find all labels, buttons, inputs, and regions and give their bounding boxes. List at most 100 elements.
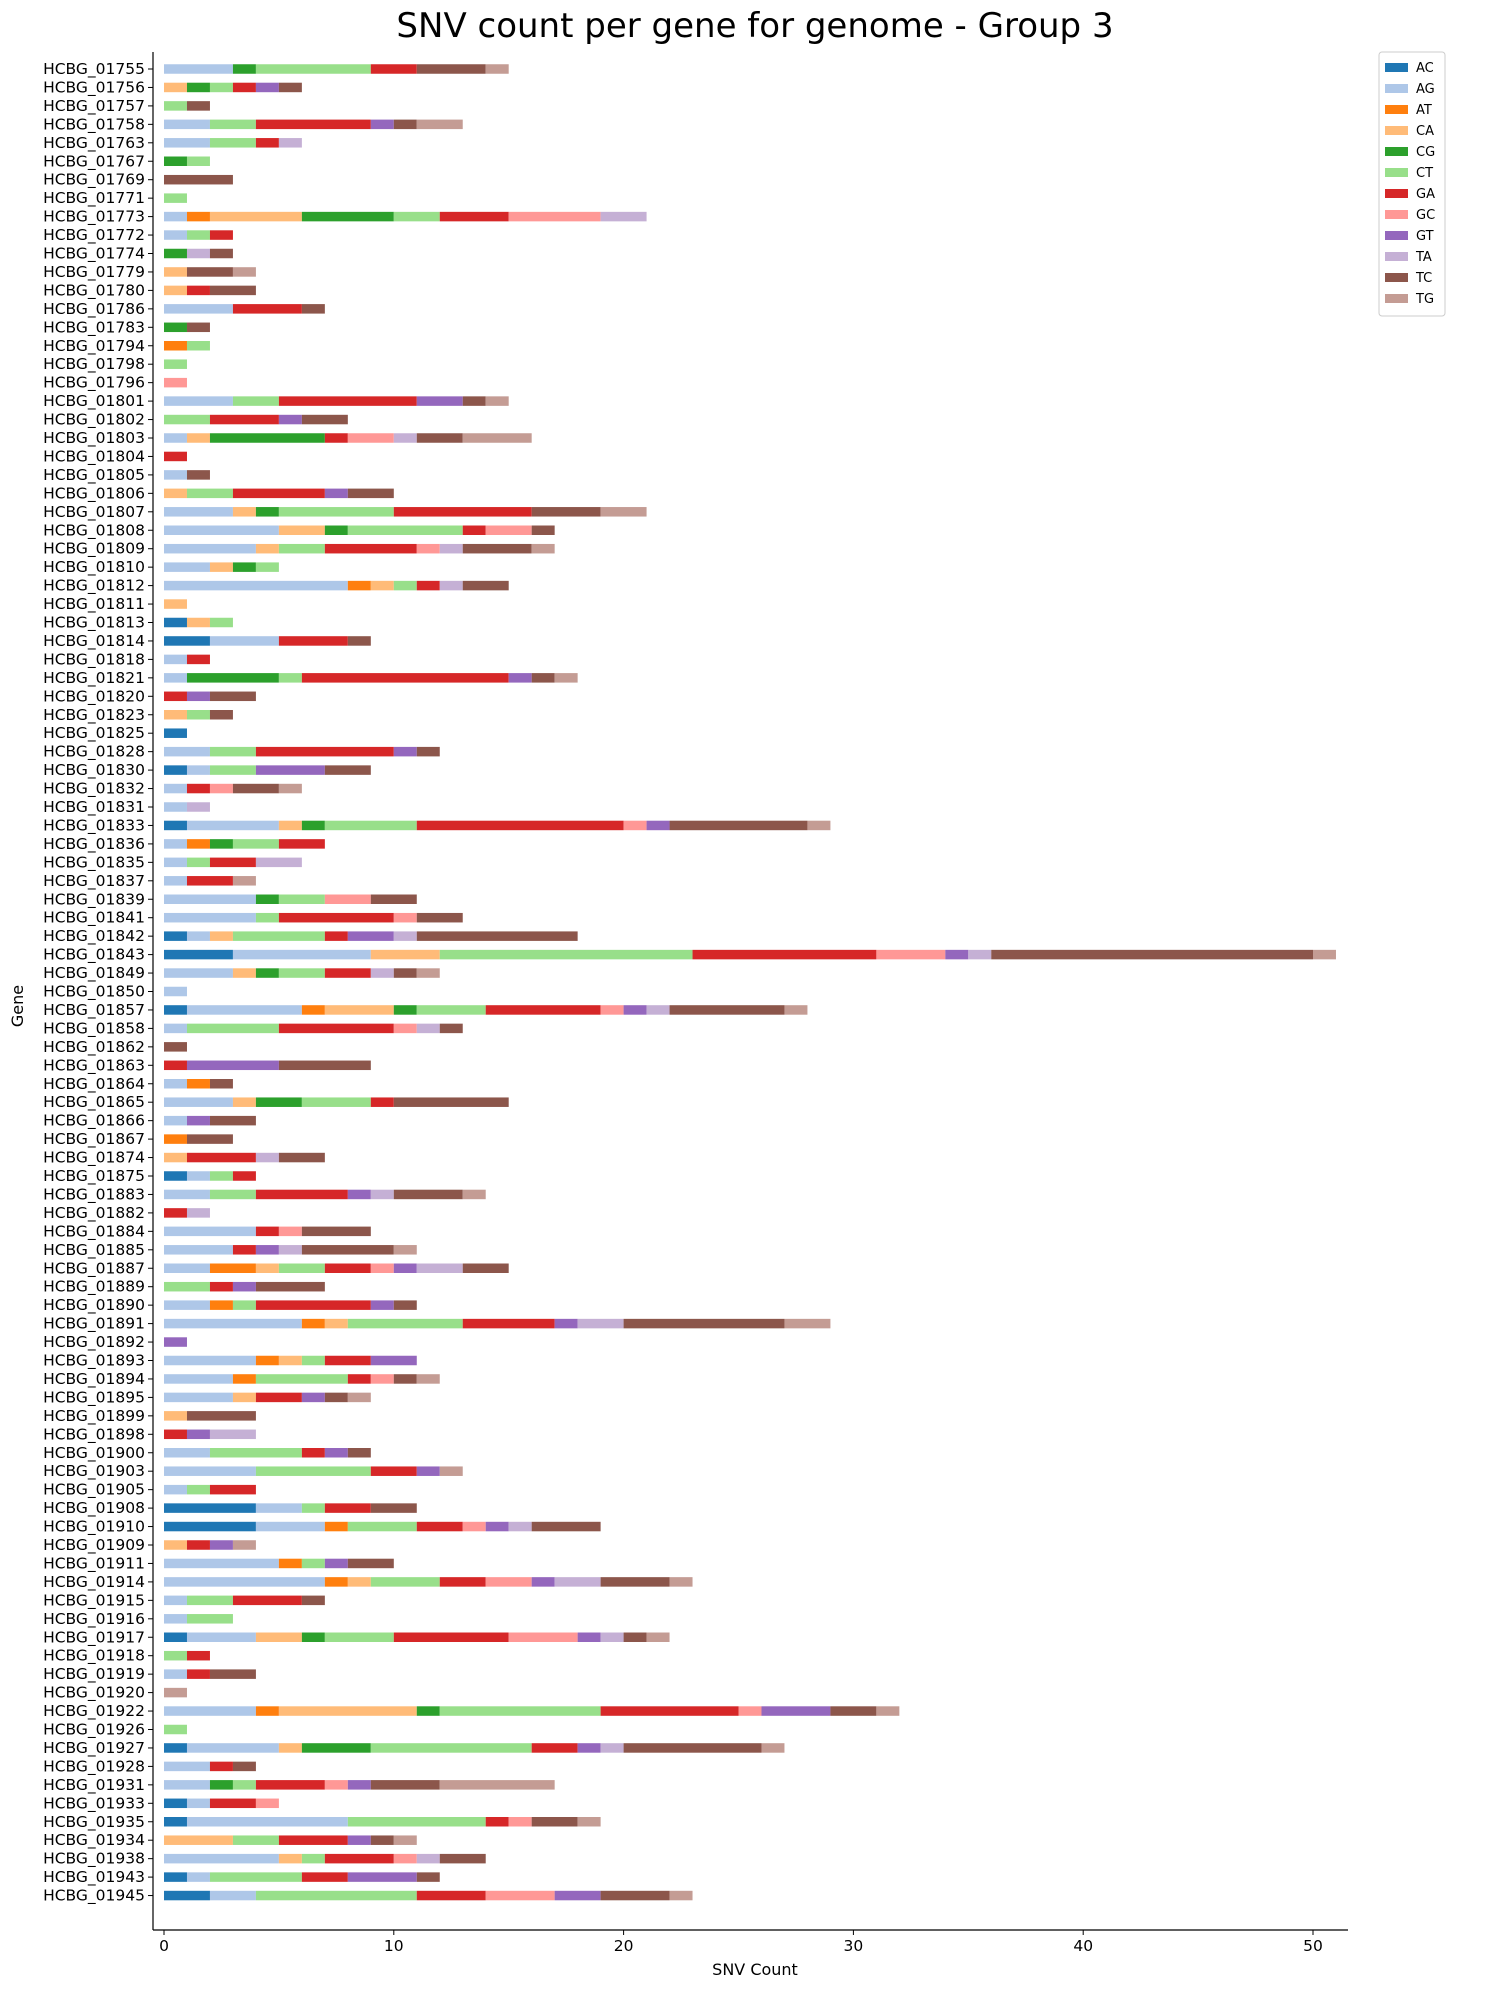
bar-segment-GC-HCBG_01773 xyxy=(508,211,601,222)
bar-segment-CT-HCBG_01931 xyxy=(232,1780,256,1790)
bar-segment-TC-HCBG_01889 xyxy=(255,1281,325,1292)
bar-segment-TC-HCBG_01774 xyxy=(209,248,233,259)
y-tick-label: HCBG_01898 xyxy=(43,1425,145,1444)
legend: AC AG AT CA CG CT GA GC GT TA TC TG xyxy=(1378,51,1446,317)
bar-segment-GA-HCBG_01908 xyxy=(324,1503,371,1513)
bar-segment-CA-HCBG_01803 xyxy=(186,433,210,443)
bar-segment-TA-HCBG_01842 xyxy=(393,931,417,941)
y-tick-label: HCBG_01767 xyxy=(43,152,145,171)
bar-segment-TC-HCBG_01935 xyxy=(531,1817,578,1827)
bar-segment-CT-HCBG_01835 xyxy=(186,857,210,868)
bar-segment-AT-HCBG_01914 xyxy=(324,1577,348,1587)
bar-segment-CT-HCBG_01922 xyxy=(439,1706,601,1716)
bar-segment-TC-HCBG_01866 xyxy=(209,1115,256,1126)
bar-segment-CT-HCBG_01801 xyxy=(232,396,279,406)
bar-segment-GT-HCBG_01883 xyxy=(347,1189,371,1200)
y-tick-label: HCBG_01863 xyxy=(43,1056,145,1075)
bar-segment-CA-HCBG_01842 xyxy=(209,931,233,941)
bar-segment-GA-HCBG_01934 xyxy=(278,1835,348,1845)
bar-segment-GA-HCBG_01756 xyxy=(232,82,256,93)
bar-segment-TC-HCBG_01862 xyxy=(164,1042,187,1052)
bar-segment-GC-HCBG_01922 xyxy=(738,1706,762,1716)
bar-segment-GT-HCBG_01934 xyxy=(347,1835,371,1845)
bar-segment-AC-HCBG_01825 xyxy=(164,728,187,738)
bar-segment-AC-HCBG_01842 xyxy=(164,931,187,941)
bar-segment-TC-HCBG_01812 xyxy=(462,580,509,591)
bar-segment-TA-HCBG_01849 xyxy=(370,968,394,978)
bar-segment-TC-HCBG_01809 xyxy=(462,543,532,554)
bar-segment-CT-HCBG_01843 xyxy=(439,949,693,960)
bar-segment-CT-HCBG_01802 xyxy=(164,414,210,425)
bar-segment-AG-HCBG_01922 xyxy=(164,1706,256,1716)
bar-segment-CA-HCBG_01843 xyxy=(370,949,440,960)
bar-segment-AG-HCBG_01915 xyxy=(164,1595,187,1606)
legend-label-TC: TC xyxy=(1415,271,1432,286)
y-tick-label: HCBG_01885 xyxy=(43,1241,145,1260)
bar-segment-AG-HCBG_01839 xyxy=(164,894,256,904)
legend-label-AT: AT xyxy=(1416,103,1432,118)
bar-segment-TC-HCBG_01755 xyxy=(416,64,486,74)
bar-segment-AG-HCBG_01887 xyxy=(164,1263,210,1273)
bar-segment-AG-HCBG_01857 xyxy=(186,1005,302,1015)
bar-segment-AT-HCBG_01864 xyxy=(186,1079,210,1089)
y-tick-label: HCBG_01801 xyxy=(43,392,145,411)
bar-segment-TC-HCBG_01865 xyxy=(393,1097,509,1107)
bar-segment-AC-HCBG_01917 xyxy=(164,1632,187,1642)
chart-title: SNV count per gene for genome - Group 3 xyxy=(396,6,1113,46)
bar-segment-AG-HCBG_01821 xyxy=(164,673,187,683)
bar-segment-AG-HCBG_01828 xyxy=(164,746,210,757)
bar-segment-TA-HCBG_01803 xyxy=(393,433,417,443)
bar-segment-CT-HCBG_01794 xyxy=(186,341,210,351)
bar-segment-GA-HCBG_01875 xyxy=(232,1171,256,1181)
bar-segment-TA-HCBG_01938 xyxy=(416,1853,440,1864)
y-tick-label: HCBG_01835 xyxy=(43,853,145,872)
y-tick-label: HCBG_01814 xyxy=(43,632,145,651)
bar-segment-GA-HCBG_01894 xyxy=(347,1374,371,1384)
bar-segment-CT-HCBG_01914 xyxy=(370,1577,440,1587)
legend-swatch-TC xyxy=(1385,273,1408,282)
bar-segment-TA-HCBG_01812 xyxy=(439,580,463,591)
bar-segment-GA-HCBG_01885 xyxy=(232,1245,256,1255)
bar-segment-CT-HCBG_01758 xyxy=(209,119,256,130)
bar-segment-TA-HCBG_01874 xyxy=(255,1152,279,1163)
y-tick-label: HCBG_01836 xyxy=(43,835,145,854)
bar-segment-AG-HCBG_01835 xyxy=(164,857,187,868)
bar-segment-CA-HCBG_01922 xyxy=(278,1706,417,1716)
bar-segment-CT-HCBG_01809 xyxy=(278,543,325,554)
bar-segment-GA-HCBG_01927 xyxy=(531,1743,578,1753)
y-tick-label: HCBG_01909 xyxy=(43,1536,145,1555)
bar-segment-TA-HCBG_01883 xyxy=(370,1189,394,1200)
bar-segment-GA-HCBG_01832 xyxy=(186,783,210,794)
bar-segment-TC-HCBG_01867 xyxy=(186,1134,233,1144)
bar-segment-CA-HCBG_01813 xyxy=(186,617,210,628)
bar-segment-CT-HCBG_01905 xyxy=(186,1484,210,1495)
bar-segment-TG-HCBG_01857 xyxy=(784,1005,808,1015)
bar-segment-CT-HCBG_01911 xyxy=(301,1558,325,1569)
y-axis: HCBG_01755HCBG_01756HCBG_01757HCBG_01758… xyxy=(43,52,154,1930)
y-tick-label: HCBG_01862 xyxy=(43,1038,145,1057)
bar-segment-AG-HCBG_01905 xyxy=(164,1484,187,1495)
bar-segment-CT-HCBG_01915 xyxy=(186,1595,233,1606)
bar-segment-TC-HCBG_01938 xyxy=(439,1853,486,1864)
bar-segment-TC-HCBG_01858 xyxy=(439,1023,463,1034)
bar-segment-GA-HCBG_01801 xyxy=(278,396,417,406)
bar-segment-AC-HCBG_01935 xyxy=(164,1817,187,1827)
bar-segment-TA-HCBG_01898 xyxy=(209,1429,256,1440)
y-tick-label: HCBG_01922 xyxy=(43,1702,145,1721)
bar-segment-GA-HCBG_01835 xyxy=(209,857,256,868)
bar-segment-CT-HCBG_01891 xyxy=(347,1318,463,1329)
legend-swatch-CG xyxy=(1385,147,1408,156)
bar-segment-GA-HCBG_01931 xyxy=(255,1780,325,1790)
bar-segment-GA-HCBG_01842 xyxy=(324,931,348,941)
y-tick-label: HCBG_01843 xyxy=(43,946,145,965)
bar-segment-AG-HCBG_01807 xyxy=(164,507,233,517)
bar-segment-AT-HCBG_01910 xyxy=(324,1521,348,1532)
bar-segment-CT-HCBG_01757 xyxy=(164,101,187,111)
bar-segment-CG-HCBG_01839 xyxy=(255,894,279,904)
legend-label-AG: AG xyxy=(1416,82,1435,97)
bar-segment-AG-HCBG_01786 xyxy=(164,304,233,314)
y-tick-label: HCBG_01882 xyxy=(43,1204,145,1223)
bar-segment-TA-HCBG_01858 xyxy=(416,1023,440,1034)
bar-segment-AC-HCBG_01927 xyxy=(164,1743,187,1753)
bar-segment-AG-HCBG_01891 xyxy=(164,1318,302,1329)
